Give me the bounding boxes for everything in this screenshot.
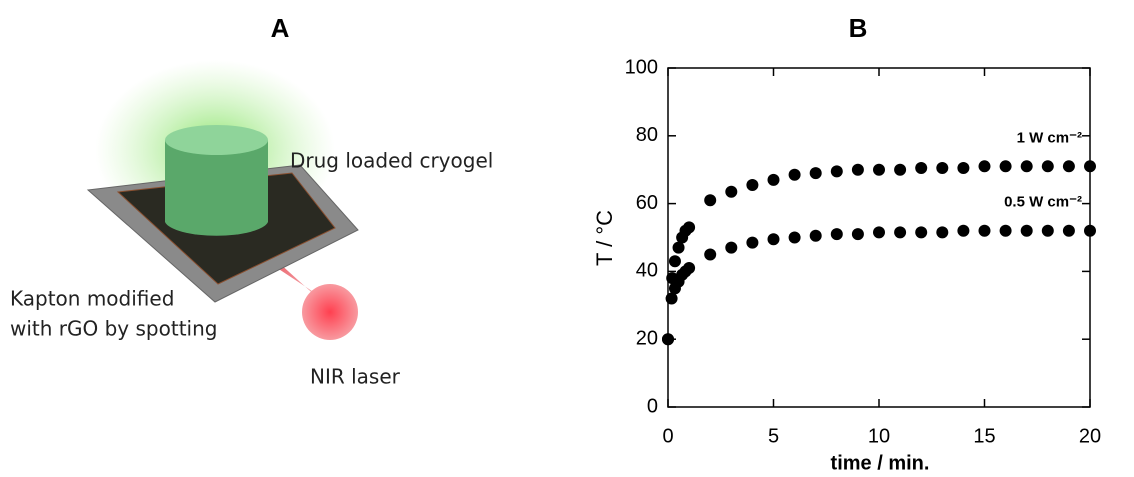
point (1062, 224, 1075, 237)
laser-spot (302, 284, 358, 340)
point (915, 162, 928, 175)
point (662, 333, 674, 346)
point (894, 226, 907, 239)
point (746, 178, 759, 191)
point (999, 224, 1012, 237)
point (746, 236, 759, 249)
point (809, 229, 822, 242)
cryogel-body (165, 140, 268, 236)
y-tick-label: 40 (636, 260, 658, 282)
point (725, 241, 738, 254)
x-tick-label: 5 (768, 425, 779, 447)
x-axis-label: time / min. (831, 452, 930, 474)
point (873, 226, 885, 239)
point (830, 228, 843, 241)
x-tick-label: 20 (1079, 425, 1101, 447)
point (668, 255, 681, 268)
point (683, 221, 696, 234)
series-label: 1 W cm⁻² (1017, 129, 1082, 146)
panel-label: B (849, 13, 868, 43)
series-label: 0.5 W cm⁻² (1004, 194, 1082, 211)
x-tick-label: 10 (868, 425, 890, 447)
diagram (86, 60, 359, 340)
point (957, 162, 970, 175)
point (788, 231, 801, 244)
y-tick-label: 80 (636, 124, 658, 146)
point (704, 248, 717, 261)
point (978, 224, 991, 237)
point (978, 160, 991, 173)
point (704, 194, 717, 207)
x-tick-label: 0 (662, 425, 673, 447)
y-axis-label: T / °C (592, 210, 617, 266)
substrate-label: with rGO by spotting (10, 317, 217, 341)
point (936, 226, 949, 239)
point (1084, 160, 1096, 173)
point (936, 162, 949, 175)
panel-label: A (271, 13, 290, 43)
point (683, 262, 696, 275)
substrate-label: Kapton modified (10, 287, 174, 311)
point (851, 228, 864, 241)
point (788, 168, 801, 181)
y-tick-label: 60 (636, 192, 658, 214)
laser-label: NIR laser (310, 365, 401, 389)
point (1084, 224, 1096, 237)
y-tick-label: 100 (625, 56, 658, 78)
point (1041, 160, 1054, 173)
y-tick-label: 20 (636, 327, 658, 349)
point (1020, 160, 1033, 173)
point (672, 241, 685, 254)
point (851, 163, 864, 176)
x-tick-label: 15 (973, 425, 995, 447)
point (999, 160, 1012, 173)
point (1041, 224, 1054, 237)
point (767, 173, 780, 186)
point (1062, 160, 1075, 173)
point (725, 185, 738, 198)
point (809, 167, 822, 180)
cryogel-top (165, 125, 268, 155)
cryogel-label: Drug loaded cryogel (290, 149, 493, 173)
point (665, 292, 678, 305)
point (873, 163, 885, 176)
point (957, 224, 970, 237)
point (767, 233, 780, 246)
y-tick-label: 0 (647, 395, 658, 417)
point (894, 163, 907, 176)
point (830, 165, 843, 178)
point (1020, 224, 1033, 237)
point (915, 226, 928, 239)
